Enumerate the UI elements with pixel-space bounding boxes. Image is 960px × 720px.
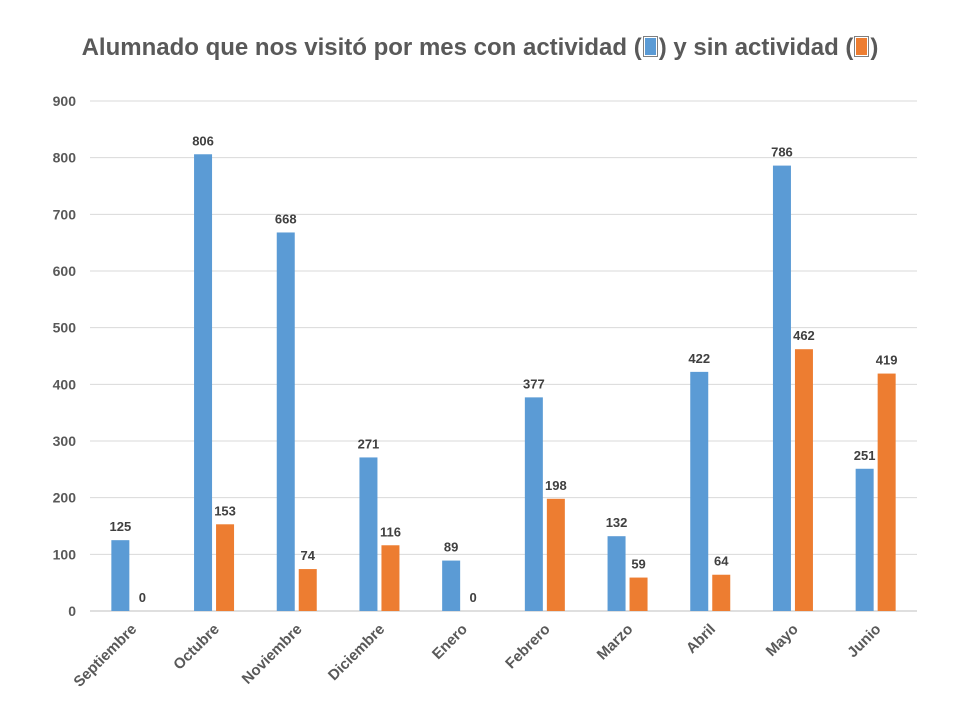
- data-label: 198: [545, 478, 567, 493]
- x-tick-label: Septiembre: [70, 621, 140, 691]
- data-label: 116: [380, 524, 401, 539]
- y-tick-label: 900: [53, 93, 77, 109]
- bar: [712, 574, 731, 611]
- data-label: 462: [793, 328, 815, 343]
- bar: [276, 232, 295, 611]
- data-label: 64: [714, 554, 729, 569]
- data-label: 153: [214, 503, 236, 518]
- y-tick-label: 500: [53, 320, 77, 336]
- x-tick-label: Marzo: [594, 621, 637, 664]
- bar: [194, 154, 213, 611]
- x-tick-label: Diciembre: [325, 621, 388, 684]
- y-tick-label: 100: [53, 546, 77, 562]
- bar: [546, 498, 565, 611]
- x-tick-label: Junio: [844, 621, 884, 661]
- y-tick-label: 0: [68, 603, 76, 619]
- bar: [855, 468, 874, 611]
- data-label: 806: [192, 133, 214, 148]
- x-tick-label: Abril: [683, 621, 719, 657]
- title-text-start: Alumnado que nos visitó por mes con acti…: [81, 34, 642, 61]
- bar: [359, 457, 378, 611]
- bar: [772, 165, 791, 611]
- y-tick-label: 200: [53, 490, 77, 506]
- bar: [381, 545, 400, 611]
- data-label: 422: [688, 351, 710, 366]
- x-tick-label: Mayo: [763, 621, 802, 660]
- data-label: 132: [606, 515, 628, 530]
- x-tick-label: Noviembre: [239, 621, 306, 688]
- x-tick-label: Enero: [429, 621, 471, 663]
- chart-title: Alumnado que nos visitó por mes con acti…: [0, 34, 960, 62]
- bar: [111, 540, 130, 611]
- data-label: 0: [139, 590, 146, 605]
- bar: [216, 524, 235, 611]
- data-label: 377: [523, 376, 545, 391]
- y-tick-label: 400: [53, 376, 77, 392]
- data-label: 786: [771, 145, 793, 160]
- y-tick-label: 800: [53, 150, 77, 166]
- y-tick-label: 700: [53, 206, 77, 222]
- data-label: 74: [301, 548, 316, 563]
- data-label: 0: [470, 590, 477, 605]
- title-text-end: ): [870, 34, 879, 61]
- bar: [794, 349, 813, 611]
- data-label: 419: [876, 353, 898, 368]
- data-label: 251: [854, 448, 876, 463]
- bar: [690, 371, 709, 611]
- data-label: 668: [275, 211, 297, 226]
- x-tick-label: Febrero: [502, 621, 554, 673]
- data-label: 59: [631, 557, 645, 572]
- y-tick-label: 600: [53, 263, 77, 279]
- bar: [877, 373, 896, 611]
- bar: [442, 560, 461, 611]
- data-label: 89: [444, 540, 458, 555]
- legend-swatch-con-actividad: [643, 37, 657, 56]
- x-tick-label: Octubre: [170, 621, 223, 674]
- bar: [607, 536, 626, 611]
- bar: [524, 397, 543, 611]
- legend-swatch-sin-actividad: [855, 37, 869, 56]
- y-tick-label: 300: [53, 433, 77, 449]
- bar: [629, 577, 648, 611]
- data-label: 125: [109, 519, 131, 534]
- title-text-middle: ) y sin actividad (: [658, 34, 854, 61]
- bar: [298, 569, 317, 611]
- data-label: 271: [358, 436, 380, 451]
